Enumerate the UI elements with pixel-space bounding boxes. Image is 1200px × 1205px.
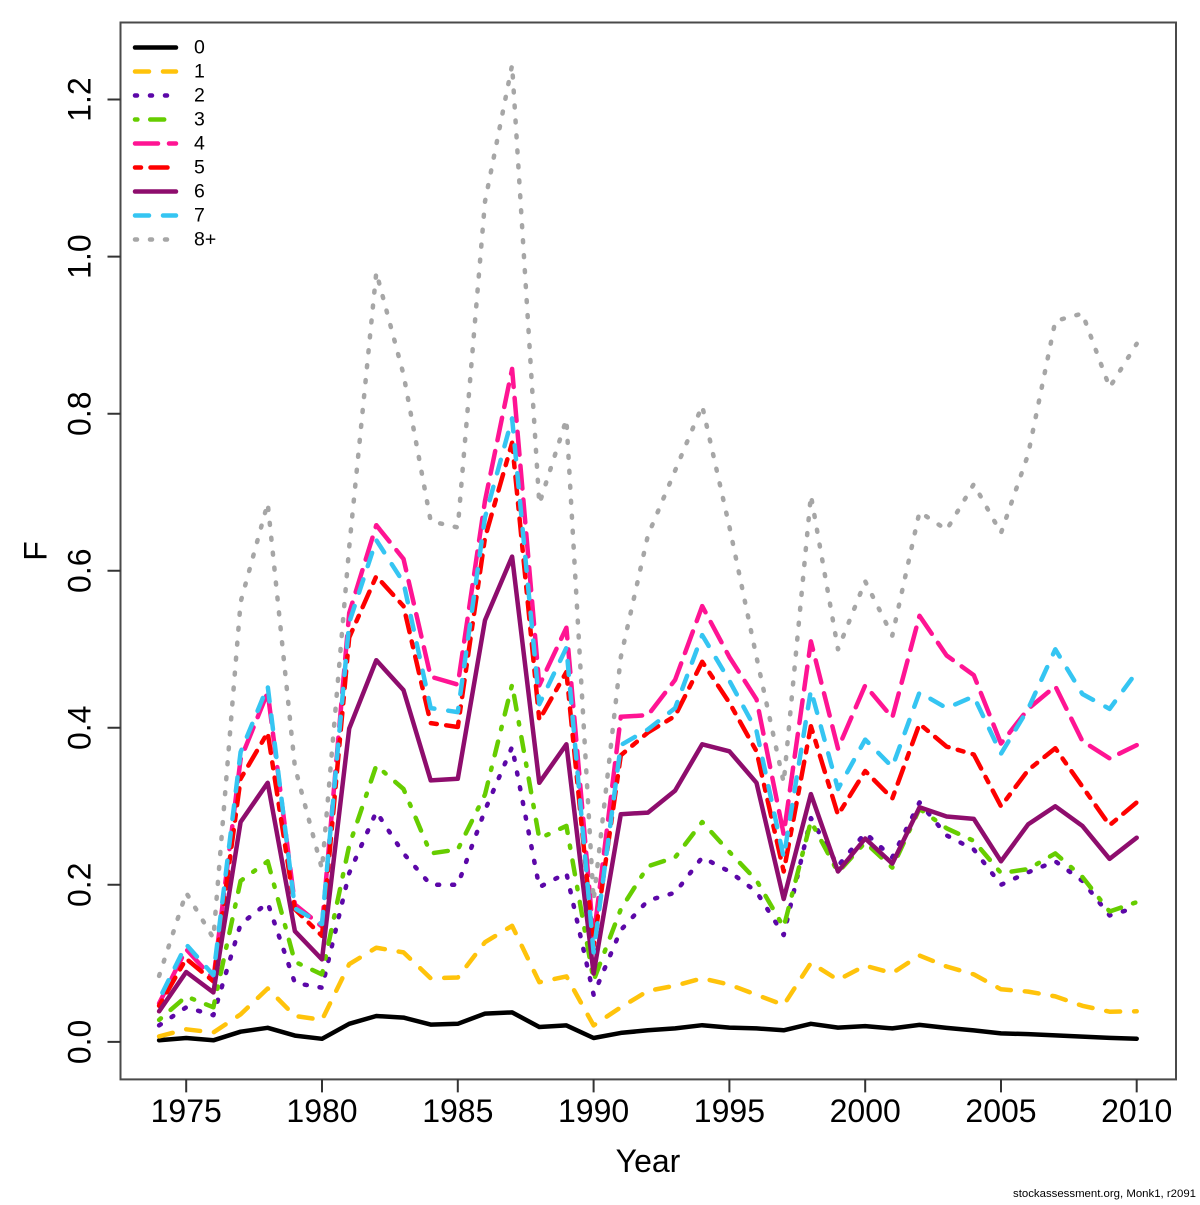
svg-text:1.0: 1.0 bbox=[61, 234, 97, 278]
svg-text:Year: Year bbox=[616, 1143, 681, 1179]
svg-text:F: F bbox=[17, 541, 53, 561]
svg-text:4: 4 bbox=[194, 133, 205, 155]
svg-text:2000: 2000 bbox=[830, 1093, 901, 1129]
svg-text:7: 7 bbox=[194, 205, 205, 227]
svg-text:3: 3 bbox=[194, 109, 205, 131]
svg-text:6: 6 bbox=[194, 181, 205, 203]
svg-text:8+: 8+ bbox=[194, 229, 216, 251]
svg-text:1980: 1980 bbox=[286, 1093, 357, 1129]
svg-text:0.6: 0.6 bbox=[61, 548, 97, 592]
svg-text:1.2: 1.2 bbox=[61, 77, 97, 121]
svg-text:0.8: 0.8 bbox=[61, 391, 97, 435]
svg-text:1985: 1985 bbox=[422, 1093, 493, 1129]
svg-text:0: 0 bbox=[194, 37, 205, 59]
svg-text:5: 5 bbox=[194, 157, 205, 179]
svg-text:1995: 1995 bbox=[694, 1093, 765, 1129]
svg-text:0.4: 0.4 bbox=[61, 706, 97, 750]
svg-text:2: 2 bbox=[194, 85, 205, 107]
svg-text:1: 1 bbox=[194, 61, 205, 83]
svg-text:0.0: 0.0 bbox=[61, 1020, 97, 1064]
svg-text:1975: 1975 bbox=[151, 1093, 222, 1129]
svg-text:2010: 2010 bbox=[1101, 1093, 1172, 1129]
svg-text:1990: 1990 bbox=[558, 1093, 629, 1129]
svg-text:0.2: 0.2 bbox=[61, 863, 97, 907]
svg-text:stockassessment.org, Monk1, r2: stockassessment.org, Monk1, r2091 bbox=[1013, 1188, 1196, 1200]
svg-text:2005: 2005 bbox=[965, 1093, 1036, 1129]
